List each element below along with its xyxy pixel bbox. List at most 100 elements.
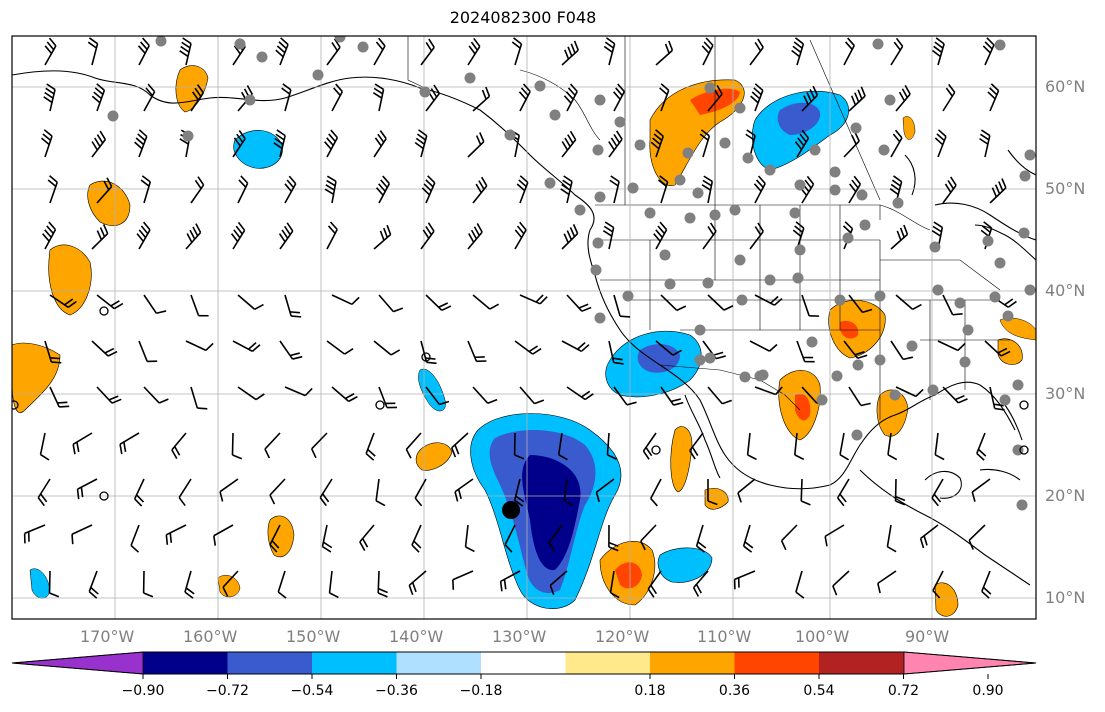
wind-barb — [707, 294, 734, 311]
colorbar-label: 0.90 — [972, 683, 1004, 699]
lat-label-50n: 50°N — [1045, 179, 1086, 198]
station-dot — [962, 324, 974, 336]
wind-barb — [472, 86, 491, 112]
plot-title: 2024082300 F048 — [449, 8, 597, 27]
station-dot — [702, 277, 714, 289]
wind-barb — [655, 40, 674, 66]
wind-barb — [88, 570, 99, 599]
station-dot — [549, 109, 561, 121]
wind-barb — [467, 223, 483, 250]
station-dot — [182, 130, 194, 142]
wind-barb — [467, 37, 481, 66]
wind-barb — [143, 294, 167, 315]
station-dot — [789, 207, 801, 219]
wind-barb — [165, 524, 187, 545]
wind-barb — [606, 432, 617, 460]
station-dot — [574, 204, 586, 216]
wind-barb — [561, 40, 579, 66]
wind-barb — [328, 570, 339, 599]
wind-barb — [737, 478, 756, 503]
station-dot — [734, 102, 746, 114]
wind-barb — [47, 175, 58, 204]
colorbar-label: 0.36 — [718, 683, 751, 699]
wind-barb — [278, 222, 294, 250]
wind-barb — [71, 524, 93, 545]
wind-barb — [331, 386, 358, 403]
wind-barb — [602, 221, 615, 250]
station-dot — [312, 69, 324, 81]
wind-barb — [140, 175, 152, 204]
wind-barb — [273, 129, 286, 158]
wind-barb — [23, 524, 46, 544]
station-dot — [644, 207, 656, 219]
borders — [407, 36, 1010, 420]
station-dot — [634, 139, 646, 151]
wind-barb — [87, 37, 99, 66]
wind-barb — [791, 37, 805, 66]
map-frame — [11, 35, 1037, 620]
station-dot — [1019, 170, 1031, 182]
wind-barb — [179, 37, 192, 66]
station-dot — [614, 116, 626, 128]
wind-barb — [331, 294, 360, 306]
wind-barb — [44, 340, 62, 364]
wind-barb — [275, 37, 289, 66]
station-dot — [504, 129, 516, 141]
wind-barb — [733, 570, 756, 590]
wind-barb — [421, 175, 436, 204]
wind-barb — [701, 37, 714, 66]
wind-barb — [232, 340, 261, 353]
wind-barb — [411, 524, 422, 553]
wind-barbs — [23, 37, 1017, 599]
storm-marker — [502, 501, 520, 519]
station-dot — [829, 184, 841, 196]
wind-barb — [91, 224, 109, 250]
wind-barb — [37, 478, 51, 507]
wind-barb — [467, 340, 487, 363]
wind-barb — [890, 129, 903, 158]
colorbar-label: −0.18 — [459, 683, 503, 699]
wind-barb — [43, 83, 56, 112]
wind-barb — [890, 37, 904, 66]
wind-barb — [190, 386, 208, 410]
station-dot — [831, 370, 843, 382]
station-dot — [764, 164, 776, 176]
wind-barb — [931, 478, 944, 507]
wind-barb — [894, 478, 906, 506]
wind-barb — [934, 432, 945, 461]
wind-barb — [450, 432, 469, 458]
wind-barb — [561, 340, 590, 353]
station-dot — [906, 340, 918, 352]
station-dot — [889, 389, 901, 401]
colorbar-label: −0.54 — [290, 683, 334, 699]
wind-barb — [219, 478, 239, 502]
wind-barb — [516, 175, 529, 204]
station-dot — [674, 174, 686, 186]
wind-barb — [190, 176, 205, 204]
station-dot — [627, 182, 639, 194]
station-dot — [659, 249, 671, 261]
station-dot — [878, 144, 890, 156]
station-dot — [419, 86, 431, 98]
station-dot — [334, 36, 346, 43]
station-dot — [829, 166, 841, 178]
station-dot — [594, 312, 606, 324]
station-dot — [954, 297, 966, 309]
station-dot — [874, 354, 886, 366]
station-dot — [809, 144, 821, 156]
wind-barb — [702, 222, 717, 250]
wind-barb — [660, 294, 687, 312]
wind-barb — [142, 570, 154, 598]
wind-barb — [984, 340, 1011, 357]
station-dot — [959, 356, 971, 368]
wind-barb — [454, 478, 474, 502]
wind-barb — [919, 524, 939, 549]
station-dot — [834, 294, 846, 306]
wind-barb — [890, 224, 909, 250]
wind-barb — [689, 432, 704, 460]
wind-barb — [824, 524, 845, 547]
wind-barb — [464, 524, 475, 553]
wind-barb — [801, 294, 820, 317]
station-dot — [1012, 379, 1024, 391]
wind-barb — [365, 432, 376, 461]
